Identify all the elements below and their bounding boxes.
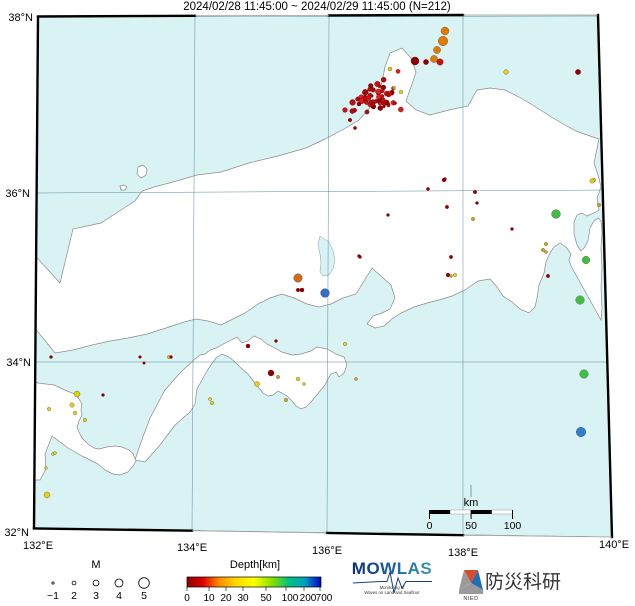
svg-text:5: 5	[141, 590, 147, 602]
svg-text:30: 30	[237, 593, 249, 604]
svg-text:~1: ~1	[47, 590, 59, 602]
svg-text:M: M	[91, 559, 100, 571]
svg-text:MOWLAS: MOWLAS	[352, 559, 432, 578]
svg-text:100: 100	[504, 520, 522, 532]
svg-text:2024/02/28 11:45:00 ~ 2024/02/: 2024/02/28 11:45:00 ~ 2024/02/29 11:45:0…	[183, 1, 451, 13]
svg-text:10: 10	[203, 593, 215, 604]
svg-text:200: 200	[300, 593, 317, 604]
svg-text:32°N: 32°N	[4, 527, 29, 539]
svg-text:34°N: 34°N	[6, 357, 31, 369]
svg-text:0: 0	[427, 520, 433, 532]
svg-text:3: 3	[93, 590, 99, 602]
svg-text:700: 700	[316, 593, 333, 604]
svg-text:140°E: 140°E	[599, 539, 629, 551]
svg-text:0: 0	[184, 593, 190, 604]
svg-text:50: 50	[260, 593, 272, 604]
svg-text:NIED: NIED	[463, 596, 478, 602]
svg-text:2: 2	[71, 590, 77, 602]
svg-text:Waves on Land and Seafloor: Waves on Land and Seafloor	[364, 590, 420, 595]
svg-text:138°E: 138°E	[448, 547, 478, 559]
svg-text:136°E: 136°E	[312, 545, 342, 557]
svg-text:36°N: 36°N	[5, 188, 30, 200]
svg-text:4: 4	[116, 590, 122, 602]
svg-text:132°E: 132°E	[23, 540, 53, 552]
svg-text:38°N: 38°N	[8, 12, 33, 24]
svg-text:50: 50	[465, 520, 477, 532]
svg-text:km: km	[464, 497, 479, 509]
svg-text:134°E: 134°E	[177, 542, 207, 554]
svg-text:防災科研: 防災科研	[485, 571, 561, 593]
svg-text:Depth[km]: Depth[km]	[230, 559, 280, 571]
svg-text:20: 20	[220, 593, 232, 604]
svg-text:100: 100	[282, 593, 299, 604]
